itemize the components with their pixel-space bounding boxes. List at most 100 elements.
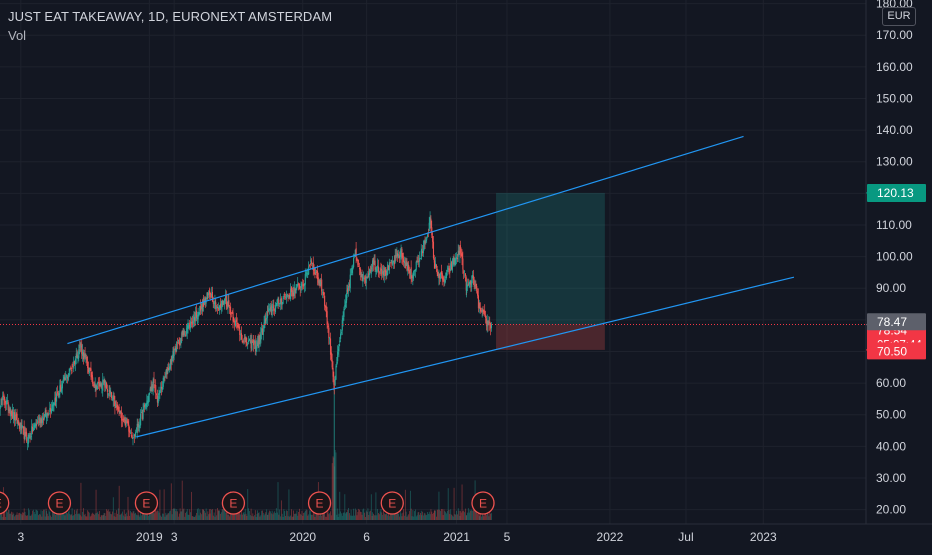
volume-bar: [6, 508, 7, 520]
earnings-marker[interactable]: E: [380, 491, 404, 515]
earnings-marker-label: E: [316, 497, 324, 511]
earnings-marker[interactable]: E: [47, 491, 72, 515]
candle-body: [382, 271, 385, 276]
candle-body: [159, 391, 161, 393]
volume-bar: [16, 512, 18, 520]
volume-bar: [376, 515, 378, 520]
candle-body: [379, 270, 381, 272]
candle-body: [12, 411, 14, 418]
candle-body: [429, 217, 431, 226]
candle-body: [1, 398, 3, 400]
volume-bar: [203, 509, 205, 520]
volume-bar: [122, 515, 124, 520]
volume-bar: [13, 513, 15, 520]
volume-bar: [451, 515, 453, 520]
candle-body: [111, 398, 113, 400]
earnings-marker[interactable]: E: [0, 491, 10, 515]
volume-indicator-label[interactable]: Vol: [8, 28, 27, 43]
volume-bar: [44, 516, 46, 520]
candle-body: [368, 272, 370, 275]
volume-bar: [97, 511, 99, 520]
earnings-marker-circle: [47, 491, 72, 515]
candle-body: [262, 329, 264, 336]
volume-bar: [309, 510, 311, 520]
volume-bar: [165, 512, 167, 520]
candle-body: [381, 269, 383, 275]
candle-body: [133, 434, 135, 437]
volume-bar: [58, 512, 60, 520]
volume-bar: [226, 509, 228, 520]
candle-body: [60, 384, 62, 392]
price-tick-label: 130.00: [876, 155, 913, 169]
candle-body: [15, 414, 17, 416]
candle-body: [52, 404, 54, 407]
earnings-marker[interactable]: E: [471, 491, 495, 515]
candle-body: [347, 287, 349, 292]
volume-bar: [23, 508, 25, 520]
volume-bar: [70, 515, 72, 520]
candle-body: [100, 383, 102, 388]
volume-bar: [369, 511, 371, 520]
candle-body: [277, 298, 279, 300]
candle-body: [24, 431, 26, 439]
price-tick-label: 100.00: [876, 250, 913, 264]
volume-bar: [56, 513, 57, 520]
candle-body: [27, 435, 29, 444]
candle-body: [387, 265, 390, 271]
candle-body: [113, 395, 115, 400]
volume-bar: [18, 513, 20, 520]
volume-bar: [117, 508, 119, 520]
volume-bar: [432, 513, 434, 520]
candle-body: [170, 358, 172, 365]
earnings-marker[interactable]: E: [307, 491, 332, 515]
candle-body: [181, 333, 183, 336]
candle-body: [414, 270, 416, 272]
volume-bar: [12, 514, 13, 520]
candle-body: [456, 256, 458, 260]
volume-bar: [74, 509, 76, 520]
candle-body: [216, 306, 219, 309]
volume-bar: [313, 509, 315, 520]
candle-body: [37, 421, 40, 423]
candle-body: [146, 400, 148, 405]
volume-bar: [262, 510, 263, 520]
earnings-marker[interactable]: E: [134, 491, 159, 515]
candle-body: [216, 306, 218, 308]
candle-body: [172, 350, 174, 359]
volume-bar: [53, 509, 55, 520]
candle-body: [186, 327, 188, 334]
candle-body: [348, 286, 350, 291]
currency-badge[interactable]: EUR: [882, 7, 916, 26]
time-tick-label: 6: [363, 530, 370, 544]
candle-body: [272, 306, 274, 308]
symbol-title[interactable]: JUST EAT TAKEAWAY, 1D, EURONEXT AMSTERDA…: [8, 9, 333, 24]
candle-body: [293, 292, 295, 296]
volume-bar: [118, 485, 120, 520]
earnings-marker[interactable]: E: [221, 491, 246, 515]
volume-bar: [459, 510, 461, 520]
candle-body: [81, 343, 83, 355]
candle-body: [231, 311, 233, 314]
candle-body: [419, 257, 421, 262]
candle-body: [344, 305, 346, 308]
candle-body: [30, 435, 32, 437]
volume-bar: [155, 509, 157, 520]
candle-body: [72, 366, 74, 368]
volume-bar: [75, 510, 77, 520]
candle-body: [82, 352, 85, 360]
candle-body: [411, 276, 413, 278]
candle-body: [339, 340, 341, 343]
volume-bar: [304, 510, 306, 520]
candle-body: [227, 300, 229, 309]
volume-bar: [28, 510, 30, 520]
candle-body: [169, 359, 171, 369]
volume-bar: [283, 509, 285, 520]
volume-bar: [411, 516, 413, 520]
volume-bar: [159, 489, 161, 520]
volume-bar: [221, 509, 223, 520]
volume-bar: [77, 514, 79, 520]
volume-bar: [144, 514, 146, 520]
candle-body: [301, 284, 303, 286]
